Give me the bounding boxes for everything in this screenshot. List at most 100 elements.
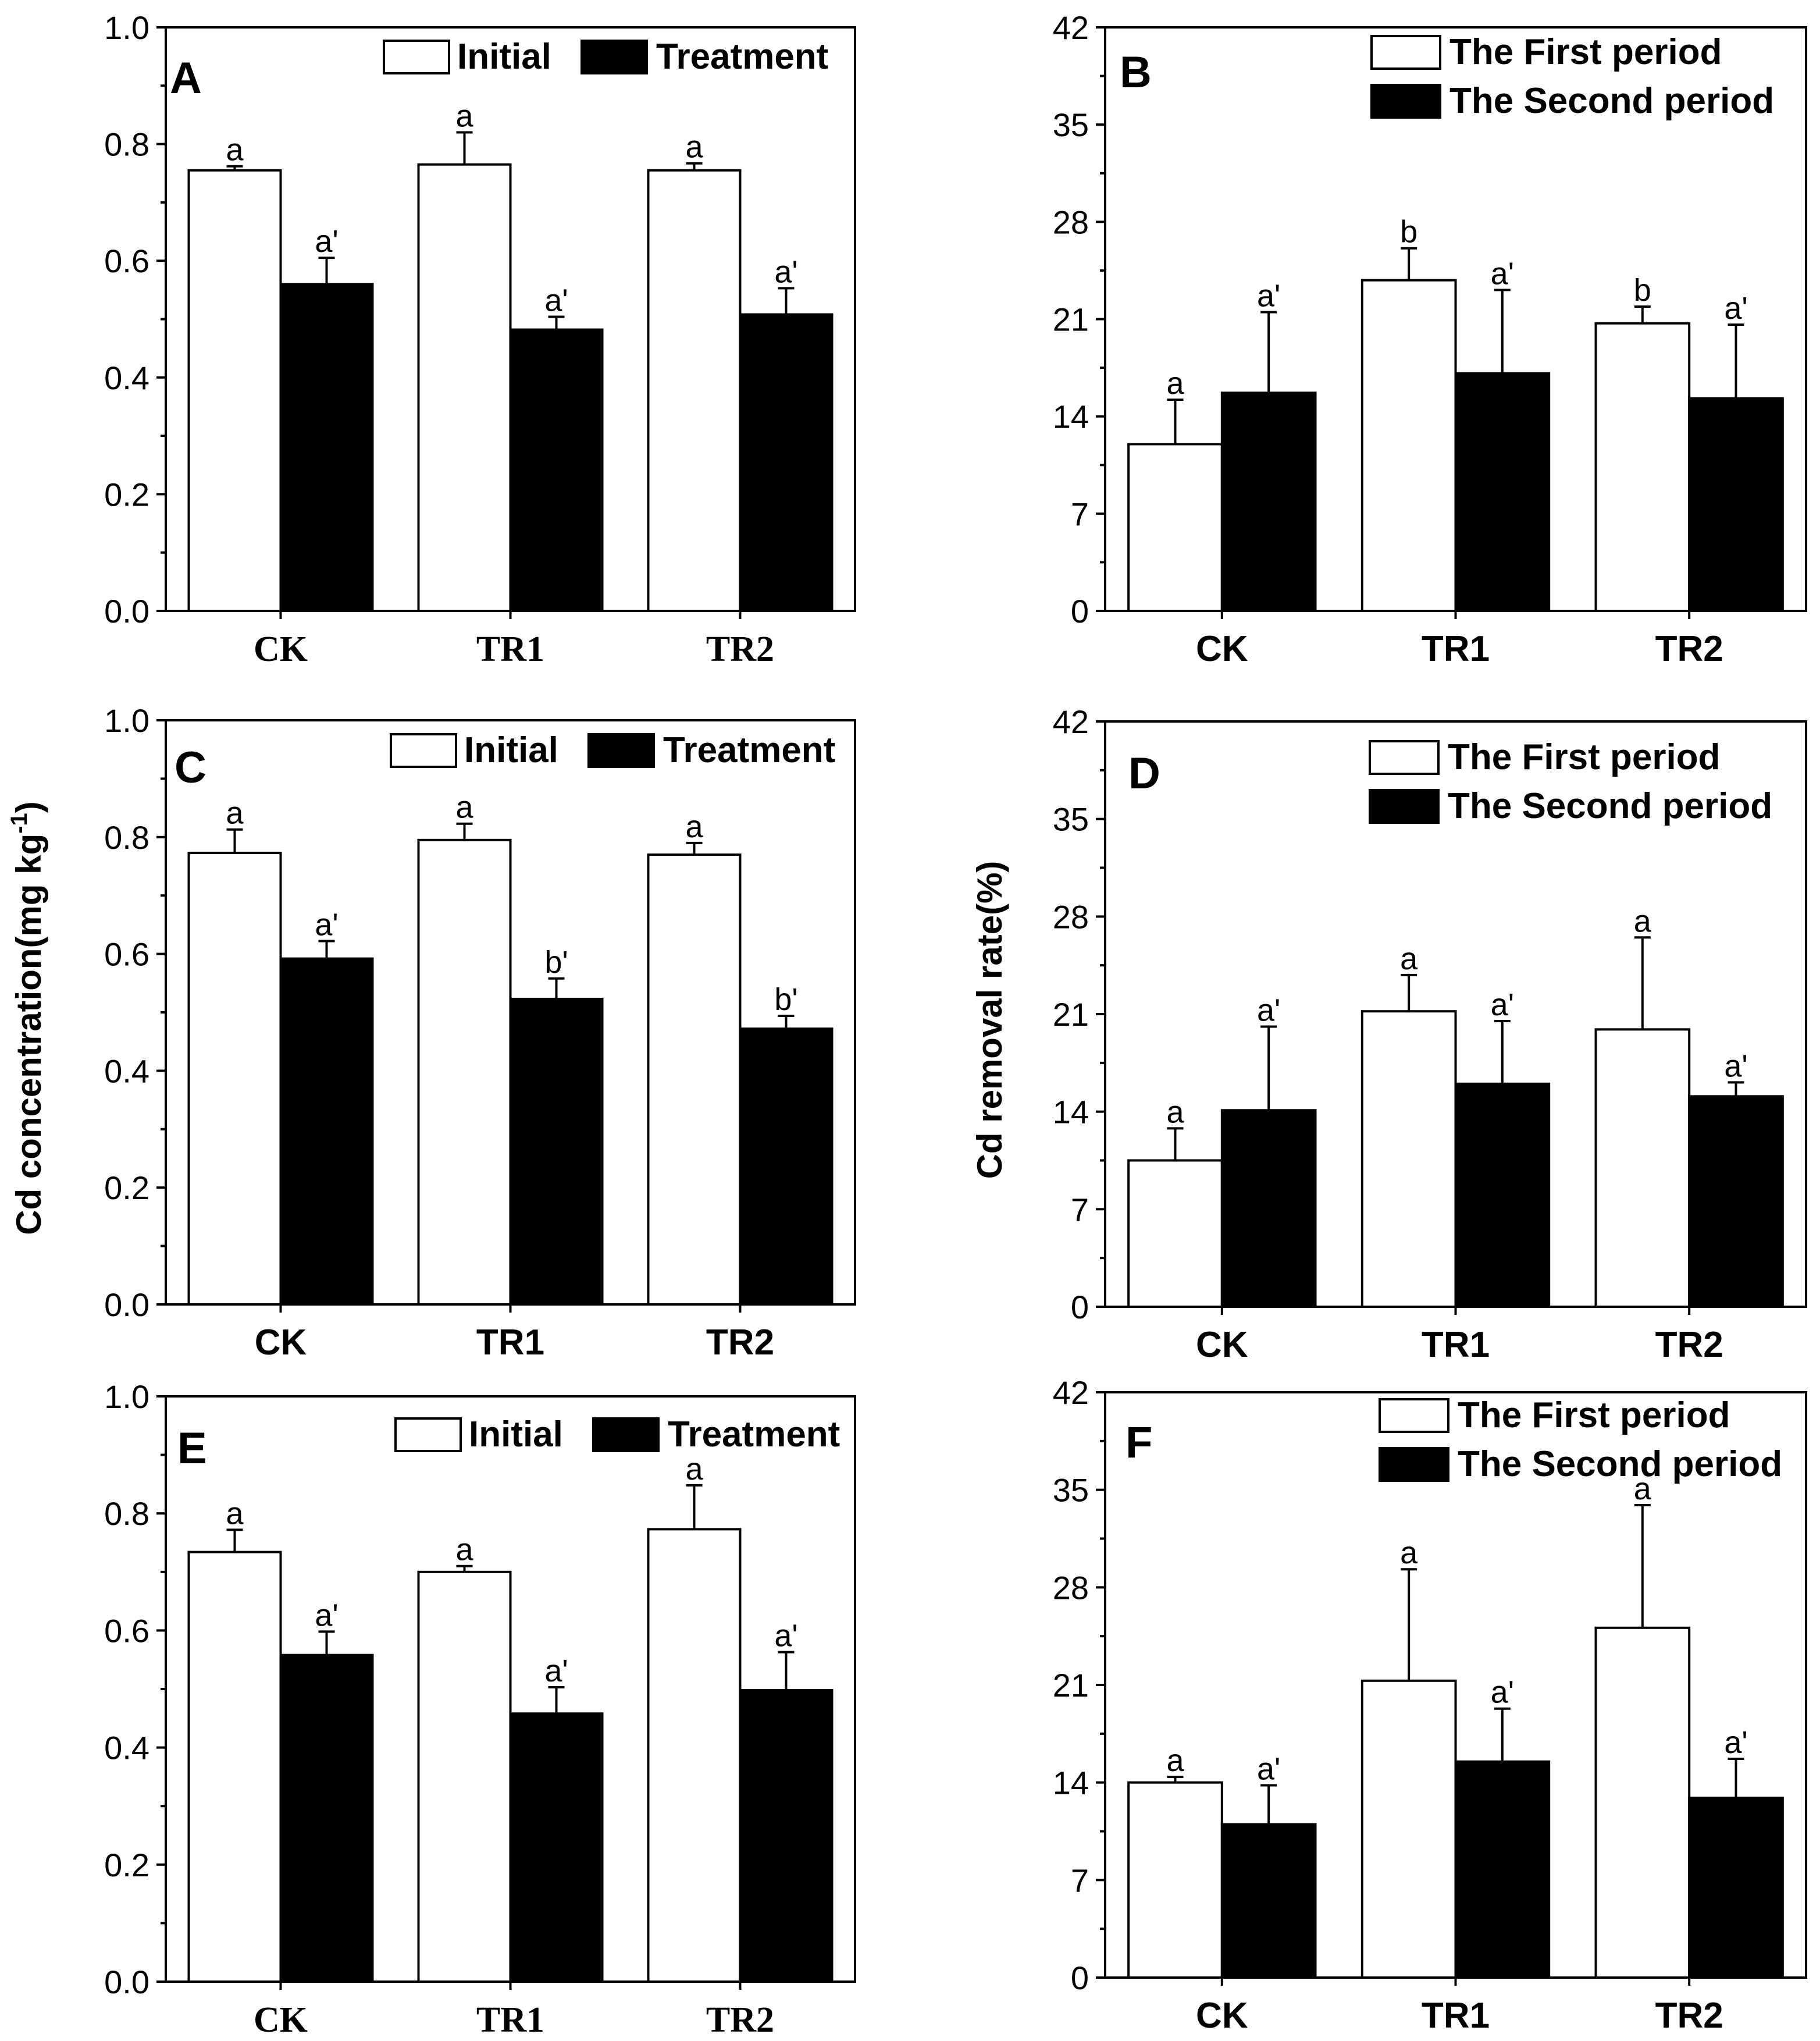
y-tick-label: 35	[1053, 801, 1089, 838]
bar-series1-ck	[187, 1551, 282, 1983]
significance-label: a	[455, 1532, 473, 1567]
legend-label-series1: The First period	[1458, 1395, 1730, 1435]
significance-label: a'	[1257, 1751, 1280, 1786]
y-tick-label: 7	[1071, 496, 1089, 532]
legend-label-series1: Initial	[457, 37, 551, 77]
panel-E: 0.0 0.2 0.4 0.6 0.8 1.0 CK a a' TR1 a a' TR2 a a' E Init…	[104, 1378, 856, 2040]
legend-label-series2: The Second period	[1458, 1444, 1782, 1484]
y-tick-label: 1.0	[104, 702, 149, 739]
y-tick-label: 0	[1071, 593, 1089, 630]
y-tick-label: 28	[1053, 204, 1089, 240]
significance-label: b	[1634, 273, 1651, 308]
significance-label: a'	[544, 283, 568, 318]
x-category-label: TR2	[1655, 1325, 1723, 1365]
bar-series2-ck	[279, 283, 374, 612]
significance-label: a'	[544, 1654, 568, 1688]
panel-B: 0 7 14 21 28 35 42 CK a a' TR1 b a' TR2 b a' B The First …	[1053, 9, 1807, 669]
bar-series2-tr1	[1454, 1082, 1551, 1308]
significance-label: a	[1634, 904, 1652, 938]
bar-series2-ck	[279, 957, 374, 1306]
x-category-label: TR2	[1655, 629, 1723, 669]
significance-label: a'	[315, 1598, 338, 1633]
significance-label: a'	[315, 224, 338, 259]
bar-series1-ck	[1127, 1781, 1223, 1979]
significance-label: a	[1166, 1094, 1184, 1129]
legend-swatch-series2	[1370, 84, 1441, 119]
legend-label-series1: Initial	[469, 1414, 563, 1455]
x-category-label: TR2	[706, 2000, 774, 2040]
bar-series2-tr2	[1688, 1797, 1784, 1979]
panel-letter: A	[170, 54, 202, 103]
significance-label: a	[685, 1452, 703, 1487]
bar-series2-tr1	[509, 328, 604, 613]
bar-series1-tr1	[1360, 1679, 1457, 1979]
y-tick-label: 0.2	[104, 476, 149, 513]
y-tick-label: 0.0	[104, 1964, 149, 2000]
bar-series1-tr2	[647, 1528, 742, 1983]
significance-label: a	[1166, 1743, 1184, 1778]
y-tick-label: 21	[1053, 996, 1089, 1033]
bar-series2-tr1	[1454, 1760, 1551, 1979]
y-tick-label: 0.6	[104, 243, 149, 279]
bar-series1-tr2	[647, 169, 742, 612]
panel-letter: E	[177, 1424, 207, 1473]
significance-label: a'	[1257, 279, 1280, 314]
bar-series2-ck	[279, 1654, 374, 1983]
y-tick-label: 0.8	[104, 819, 149, 856]
bar-series2-tr2	[739, 1027, 834, 1306]
bar-series1-tr1	[417, 838, 512, 1306]
bar-series1-ck	[187, 851, 282, 1306]
legend-swatch-series2	[580, 40, 648, 74]
legend-label-series1: Initial	[464, 730, 558, 770]
x-category-label: TR1	[1422, 629, 1490, 669]
panel-letter: F	[1126, 1418, 1152, 1467]
x-category-label: CK	[1196, 629, 1248, 669]
panel-letter: D	[1128, 749, 1160, 798]
y-axis-title: Cd concentration(mg kg-1)	[6, 801, 48, 1235]
legend-label-series1: The First period	[1448, 737, 1720, 777]
significance-label: a'	[1257, 993, 1280, 1028]
legend-swatch-series2	[592, 1417, 660, 1452]
significance-label: a	[226, 796, 244, 831]
x-category-label: TR1	[476, 630, 544, 669]
significance-label: a	[226, 1496, 244, 1531]
significance-label: a'	[1491, 256, 1514, 291]
y-tick-label: 0.0	[104, 593, 149, 630]
legend-label-series1: The First period	[1449, 32, 1722, 72]
y-tick-label: 0.0	[104, 1286, 149, 1323]
y-tick-label: 0.2	[104, 1847, 149, 1883]
bar-series1-tr1	[1360, 1010, 1457, 1308]
y-tick-label: 0.2	[104, 1169, 149, 1206]
y-tick-label: 0.4	[104, 1052, 149, 1089]
panel-letter: B	[1120, 48, 1152, 97]
y-tick-label: 0.6	[104, 1612, 149, 1649]
x-category-label: CK	[255, 1322, 307, 1363]
significance-label: a'	[1724, 1048, 1747, 1083]
y-tick-label: 0	[1071, 1289, 1089, 1325]
significance-label: a'	[774, 254, 797, 289]
significance-label: a'	[315, 908, 338, 943]
bar-series2-tr2	[1688, 1095, 1784, 1308]
bar-series1-ck	[187, 169, 282, 612]
bar-series2-tr2	[739, 1689, 834, 1983]
panel-A: 0.0 0.2 0.4 0.6 0.8 1.0 CK a a' TR1 a a' TR2 a a' A Init…	[104, 9, 856, 669]
bar-series1-tr1	[1360, 279, 1457, 612]
y-tick-label: 14	[1053, 1094, 1089, 1130]
bar-series1-tr2	[1594, 1626, 1691, 1979]
legend-swatch-series2	[587, 733, 655, 768]
bar-series1-ck	[1127, 443, 1223, 613]
legend-swatch-series1	[383, 40, 450, 74]
x-category-label: CK	[1196, 1996, 1248, 2036]
x-category-label: TR1	[476, 1322, 544, 1363]
significance-label: b'	[544, 945, 568, 980]
significance-label: a	[226, 133, 244, 168]
x-category-label: TR2	[1655, 1996, 1723, 2036]
bar-series2-ck	[1220, 392, 1317, 612]
bar-series2-tr1	[509, 997, 604, 1306]
significance-label: b	[1400, 215, 1417, 250]
panel-letter: C	[174, 743, 206, 792]
y-tick-label: 42	[1053, 1374, 1089, 1411]
significance-label: a	[1166, 366, 1184, 401]
y-axis-title: Cd removal rate(%)	[970, 861, 1009, 1179]
legend-label-series2: Treatment	[663, 730, 835, 770]
